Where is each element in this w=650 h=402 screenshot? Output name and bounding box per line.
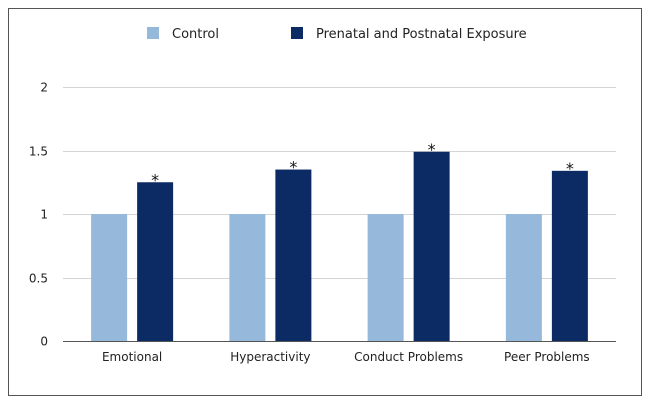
y-tick-label: 1: [40, 208, 48, 222]
x-tick-label: Emotional: [102, 350, 162, 364]
bars: * * * *: [91, 140, 588, 341]
x-axis: Emotional Hyperactivity Conduct Problems Pe…: [102, 350, 590, 364]
bar-exposure-2: [413, 151, 450, 341]
bar-exposure-0: [137, 182, 174, 341]
y-tick-label: 0: [40, 335, 48, 349]
bar-control-1: [229, 214, 266, 341]
legend: Control Prenatal and Postnatal Exposure: [147, 27, 527, 42]
bar-exposure-1: [275, 169, 312, 341]
legend-swatch-exposure: [291, 27, 303, 39]
bar-control-2: [367, 214, 404, 341]
significance-marker: *: [428, 140, 436, 159]
y-tick-label: 0.5: [29, 272, 48, 286]
significance-marker: *: [566, 159, 574, 178]
x-tick-label: Conduct Problems: [354, 350, 463, 364]
bar-control-0: [91, 214, 128, 341]
legend-label-exposure: Prenatal and Postnatal Exposure: [316, 27, 527, 42]
legend-label-control: Control: [172, 27, 219, 42]
bar-control-3: [505, 214, 542, 341]
legend-swatch-control: [147, 27, 159, 39]
y-tick-label: 1.5: [29, 145, 48, 159]
significance-marker: *: [151, 170, 159, 189]
significance-marker: *: [289, 158, 297, 177]
x-tick-label: Peer Problems: [504, 350, 590, 364]
y-tick-label: 2: [40, 81, 48, 95]
bar-exposure-3: [551, 170, 588, 341]
x-tick-label: Hyperactivity: [230, 350, 310, 364]
y-axis: 0 0.5 1 1.5 2: [29, 81, 616, 349]
